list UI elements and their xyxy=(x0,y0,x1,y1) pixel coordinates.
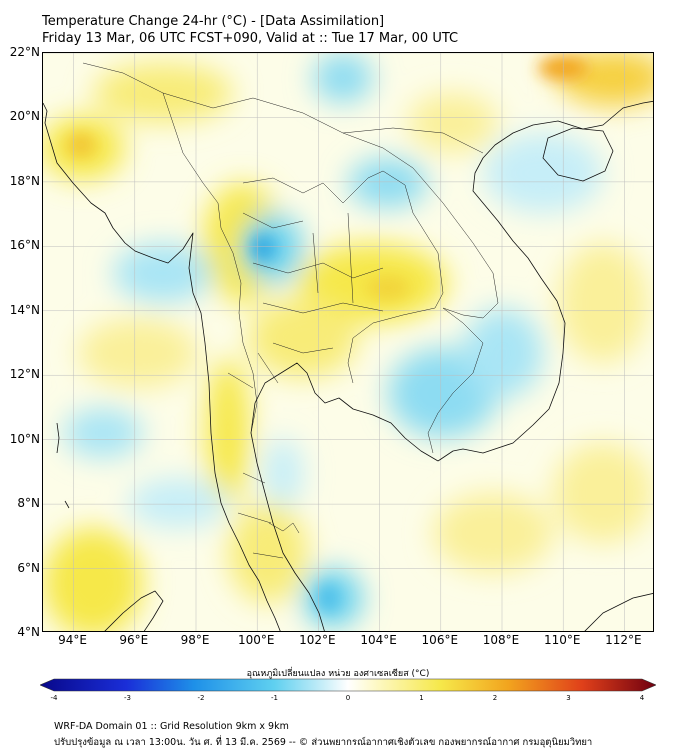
lon-tick-label: 102°E xyxy=(299,633,336,647)
colorbar-tick-label: -4 xyxy=(50,694,58,702)
cool-area xyxy=(483,133,603,213)
lat-tick-label: 20°N xyxy=(9,109,40,124)
footer-domain-info: WRF-DA Domain 01 :: Grid Resolution 9km … xyxy=(54,721,289,732)
colorbar-gradient xyxy=(40,678,656,692)
lat-tick-label: 6°N xyxy=(17,560,40,575)
warm-peak xyxy=(366,276,410,300)
warm-area xyxy=(248,298,358,378)
map-panel xyxy=(42,52,654,632)
coastline-borneo xyxy=(584,593,653,631)
border-cambodia-vietnam xyxy=(427,307,484,454)
colorbar-tick-label: 0 xyxy=(345,694,351,702)
lat-tick-label: 14°N xyxy=(9,302,40,317)
border-thailand-laos xyxy=(242,170,444,309)
border-laos-vietnam xyxy=(342,132,499,319)
province-lines xyxy=(227,212,384,559)
chart-title: Temperature Change 24-hr (°C) - [Data As… xyxy=(42,14,385,29)
lat-tick-label: 4°N xyxy=(17,625,40,639)
colorbar-tick-label: -2 xyxy=(197,694,205,702)
warm-peak xyxy=(67,133,95,157)
lon-tick-label: 104°E xyxy=(360,633,397,647)
lon-tick-label: 100°E xyxy=(237,633,275,647)
colorbar xyxy=(40,678,656,692)
lon-tick-label: 106°E xyxy=(421,633,459,647)
warm-area xyxy=(206,358,250,508)
lon-tick-label: 94°E xyxy=(58,633,88,647)
lon-tick-label: 112°E xyxy=(605,633,642,647)
lat-tick-label: 18°N xyxy=(9,173,40,188)
warm-area xyxy=(43,528,143,631)
cool-peak xyxy=(318,584,338,612)
lat-tick-label: 12°N xyxy=(9,367,40,382)
cool-peak xyxy=(251,234,275,262)
gridlines xyxy=(43,53,653,631)
lat-tick-label: 22°N xyxy=(9,45,40,59)
warm-area xyxy=(408,93,498,153)
colorbar-tick-label: -1 xyxy=(271,694,278,702)
border-myanmar-china xyxy=(82,62,184,154)
admin-borders xyxy=(82,62,499,559)
lon-tick-label: 110°E xyxy=(543,633,581,647)
warm-area xyxy=(228,503,308,603)
coastline-peninsula-west xyxy=(228,522,281,631)
coastline-myanmar-west xyxy=(43,102,230,524)
cool-area xyxy=(313,53,373,103)
warm-area xyxy=(433,493,553,573)
coastline-vietnam xyxy=(437,100,653,462)
cool-area xyxy=(113,243,213,303)
coastline-hainan xyxy=(542,127,614,182)
coastline-sumatra xyxy=(104,590,164,631)
lon-tick-label: 108°E xyxy=(482,633,520,647)
colorbar-tick-label: 3 xyxy=(566,694,571,702)
border-thailand-cambodia xyxy=(347,307,436,384)
lon-tick-label: 98°E xyxy=(180,633,210,647)
cool-area xyxy=(348,158,428,208)
coastline-gulf xyxy=(250,362,439,631)
border-thai-malaysia xyxy=(268,522,300,534)
coastline-nicobar xyxy=(64,500,70,509)
lon-tick-label: 96°E xyxy=(119,633,149,647)
coastlines xyxy=(43,100,653,631)
colorbar-label: อุณหภูมิเปลี่ยนแปลง หน่วย องศาเซลเซียส (… xyxy=(246,669,430,679)
cool-area xyxy=(263,438,303,508)
cool-area xyxy=(63,408,143,458)
warm-area xyxy=(553,443,653,543)
colorbar-tick-label: 2 xyxy=(492,694,498,702)
lat-tick-label: 16°N xyxy=(9,238,40,253)
colorbar-tick-label: 4 xyxy=(639,694,645,702)
map-canvas xyxy=(43,53,653,631)
footer-update-info: ปรับปรุงข้อมูล ณ เวลา 13:00น. วัน ศ. ที่… xyxy=(54,737,593,748)
warm-area xyxy=(78,318,198,388)
lat-tick-label: 10°N xyxy=(9,431,40,446)
coastline-andaman xyxy=(56,422,60,454)
border-china-south xyxy=(162,92,484,154)
colorbar-tick-label: -3 xyxy=(124,694,131,702)
warm-area xyxy=(558,243,648,363)
lat-tick-label: 8°N xyxy=(17,496,40,511)
cool-area xyxy=(463,308,543,398)
colorbar-tick-label: 1 xyxy=(419,694,424,702)
chart-subtitle: Friday 13 Mar, 06 UTC FCST+090, Valid at… xyxy=(42,31,459,46)
cool-area xyxy=(128,478,228,528)
border-myanmar-thailand xyxy=(182,152,258,434)
